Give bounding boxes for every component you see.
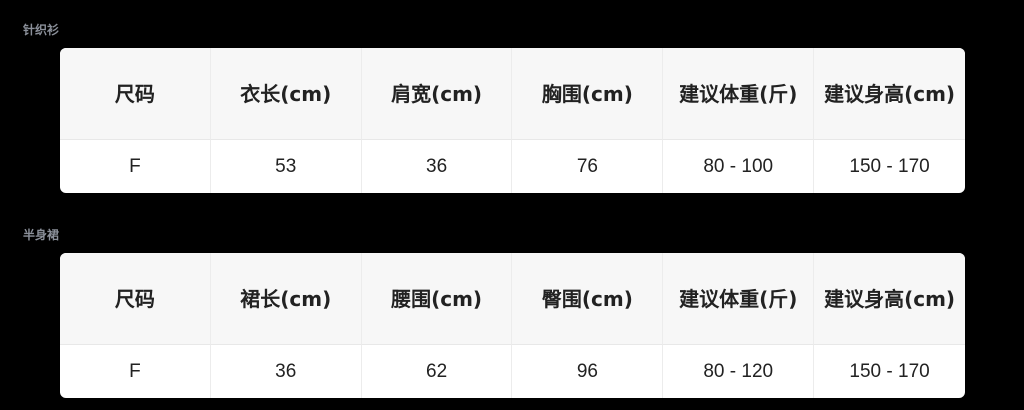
size-table-skirt: 尺码 裙长(cm) 腰围(cm) 臀围(cm) 建议体重(斤) 建议身高(cm)… (60, 253, 965, 398)
table-cell: 150 - 170 (849, 155, 930, 177)
table-cell: 76 (512, 140, 664, 193)
header-cell: 建议体重(斤) (663, 48, 815, 140)
table-cell: 36 (211, 345, 362, 398)
section-title-skirt: 半身裙 (23, 228, 60, 242)
section-title-knitwear: 针织衫 (23, 23, 60, 37)
header-cell: 尺码 (60, 253, 211, 345)
table-cell: 80 - 120 (663, 345, 815, 398)
header-cell: 腰围(cm) (361, 253, 513, 345)
header-cell: 臀围(cm) (512, 253, 664, 345)
table-cell: 36 (362, 140, 513, 193)
size-table-knitwear: 尺码 衣长(cm) 肩宽(cm) 胸围(cm) 建议体重(斤) 建议身高(cm)… (60, 48, 965, 193)
header-cell: 肩宽(cm) (361, 48, 513, 140)
header-cell: 胸围(cm) (512, 48, 664, 140)
table-header-row: 尺码 衣长(cm) 肩宽(cm) 胸围(cm) 建议体重(斤) 建议身高(cm) (60, 48, 965, 140)
table-cell: F (60, 140, 211, 193)
table-cell: 62 (362, 345, 513, 398)
header-cell: 建议身高(cm) (814, 48, 965, 140)
header-cell: 裙长(cm) (210, 253, 362, 345)
table-cell: 150 - 170 (849, 360, 930, 382)
table-row: F 36 62 96 80 - 120 150 - 170 (60, 345, 965, 398)
table-header-row: 尺码 裙长(cm) 腰围(cm) 臀围(cm) 建议体重(斤) 建议身高(cm) (60, 253, 965, 345)
header-cell: 建议身高(cm) (814, 253, 965, 345)
table-cell: 96 (512, 345, 664, 398)
table-row: F 53 36 76 80 - 100 150 - 170 (60, 140, 965, 193)
header-cell: 尺码 (60, 48, 211, 140)
header-cell: 建议体重(斤) (663, 253, 815, 345)
table-cell: 80 - 100 (663, 140, 815, 193)
table-cell: F (60, 345, 211, 398)
header-cell: 衣长(cm) (210, 48, 362, 140)
table-cell: 53 (211, 140, 362, 193)
